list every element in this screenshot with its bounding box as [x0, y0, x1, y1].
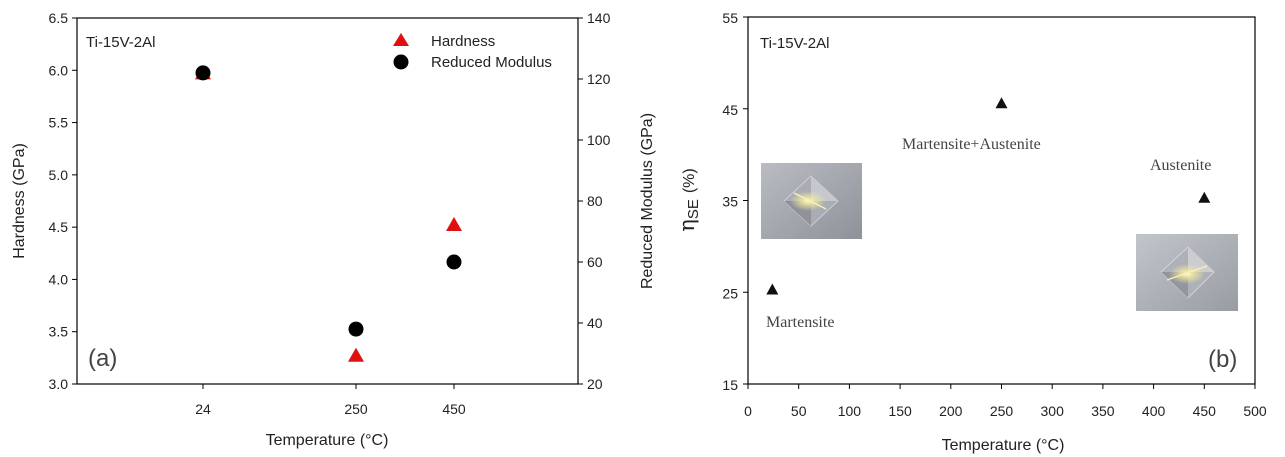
chart-a-y2-tick-label: 80 — [587, 193, 603, 209]
phase-label-martensite: Martensite — [766, 314, 834, 331]
y-axis-unit: (%) — [681, 168, 698, 193]
phase-label-martensite-austenite: Martensite+Austenite — [902, 136, 1041, 153]
eta-se-point — [1198, 191, 1211, 203]
chart-b-x-tick-label: 0 — [744, 403, 752, 419]
chart-a-y-tick-label: 4.5 — [49, 219, 69, 235]
chart-a-x-tick-label: 24 — [195, 401, 211, 417]
hardness-point — [348, 347, 364, 362]
chart-b-x-tick-label: 150 — [888, 403, 912, 419]
chart-a: 3.0 3.5 4.0 4.5 5.0 5.5 6.0 6.5 20 40 60 80 100 120 1… — [11, 10, 656, 449]
chart-b-x-tick-label: 100 — [838, 403, 862, 419]
legend-hardness-label: Hardness — [431, 33, 495, 50]
chart-b-x-tick-label: 450 — [1193, 403, 1217, 419]
chart-a-panel-label: (a) — [88, 345, 117, 372]
legend-modulus-label: Reduced Modulus — [431, 54, 552, 71]
chart-b-x-tick-label: 50 — [791, 403, 807, 419]
phase-label-austenite: Austenite — [1150, 157, 1211, 174]
chart-a-legend: Hardness Reduced Modulus — [393, 33, 552, 71]
chart-a-y-tick-label: 6.0 — [49, 62, 69, 78]
legend-modulus-marker — [393, 54, 409, 70]
chart-a-y2-axis-label: Reduced Modulus (GPa) — [639, 113, 656, 289]
y-axis-subscript: SE — [685, 199, 702, 219]
chart-a-y-tick-label: 5.5 — [49, 115, 69, 131]
chart-b-panel-label: (b) — [1208, 346, 1237, 373]
chart-a-y-axis-label: Hardness (GPa) — [11, 143, 28, 259]
chart-a-left-axis-ticks: 3.0 3.5 4.0 4.5 5.0 5.5 6.0 6.5 — [49, 10, 77, 392]
chart-b-y-axis-ticks: 15 25 35 45 55 — [722, 10, 748, 393]
chart-a-y2-tick-label: 100 — [587, 132, 611, 148]
chart-b-x-axis-ticks: 0 50 100 150 200 250 300 350 400 450 500 — [744, 384, 1267, 419]
modulus-point — [195, 65, 211, 81]
hardness-point — [446, 217, 462, 232]
modulus-point — [348, 321, 364, 337]
chart-a-y2-tick-label: 40 — [587, 315, 603, 331]
chart-a-annotation: Ti-15V-2Al — [86, 34, 155, 51]
chart-b-y-tick-label: 45 — [722, 102, 738, 118]
chart-b-x-tick-label: 300 — [1041, 403, 1065, 419]
chart-a-y2-tick-label: 140 — [587, 10, 611, 26]
chart-b-y-tick-label: 35 — [722, 194, 738, 210]
chart-a-y-tick-label: 5.0 — [49, 167, 69, 183]
chart-a-x-axis-ticks: 24 250 450 — [195, 384, 466, 417]
eta-se-point — [766, 283, 779, 295]
chart-b-x-tick-label: 350 — [1091, 403, 1115, 419]
chart-b: 15 25 35 45 55 0 50 100 150 200 250 300 350 400 450 50… — [675, 10, 1267, 454]
y-axis-eta-symbol: η — [675, 219, 699, 232]
chart-a-y2-tick-label: 20 — [587, 376, 603, 392]
eta-se-point — [995, 97, 1008, 109]
chart-a-x-tick-label: 450 — [442, 401, 466, 417]
chart-b-annotation: Ti-15V-2Al — [760, 35, 829, 52]
chart-a-x-axis-label: Temperature (°C) — [266, 432, 389, 449]
chart-a-y-tick-label: 3.0 — [49, 376, 69, 392]
chart-a-y-tick-label: 6.5 — [49, 10, 69, 26]
chart-b-x-tick-label: 200 — [939, 403, 963, 419]
chart-b-y-tick-label: 15 — [722, 377, 738, 393]
chart-b-x-tick-label: 400 — [1142, 403, 1166, 419]
chart-b-x-tick-label: 250 — [990, 403, 1014, 419]
legend-hardness-marker — [393, 33, 409, 46]
chart-a-y2-tick-label: 60 — [587, 254, 603, 270]
chart-b-x-tick-label: 500 — [1243, 403, 1267, 419]
chart-a-marks — [195, 65, 462, 362]
chart-b-y-axis-label: ηSE (%) — [675, 168, 702, 232]
chart-b-y-tick-label: 25 — [722, 285, 738, 301]
chart-a-right-axis-ticks: 20 40 60 80 100 120 140 — [578, 10, 611, 392]
chart-a-plot-frame — [76, 17, 579, 385]
chart-b-marks — [766, 97, 1211, 295]
chart-a-y-tick-label: 3.5 — [49, 324, 69, 340]
chart-a-y2-tick-label: 120 — [587, 71, 611, 87]
micrograph-austenite-image — [1136, 234, 1238, 311]
modulus-point — [446, 254, 462, 270]
chart-b-y-tick-label: 55 — [722, 10, 738, 26]
micrograph-martensite-image — [761, 163, 862, 239]
chart-b-x-axis-label: Temperature (°C) — [942, 437, 1065, 454]
chart-a-x-tick-label: 250 — [344, 401, 368, 417]
chart-a-y-tick-label: 4.0 — [49, 271, 69, 287]
